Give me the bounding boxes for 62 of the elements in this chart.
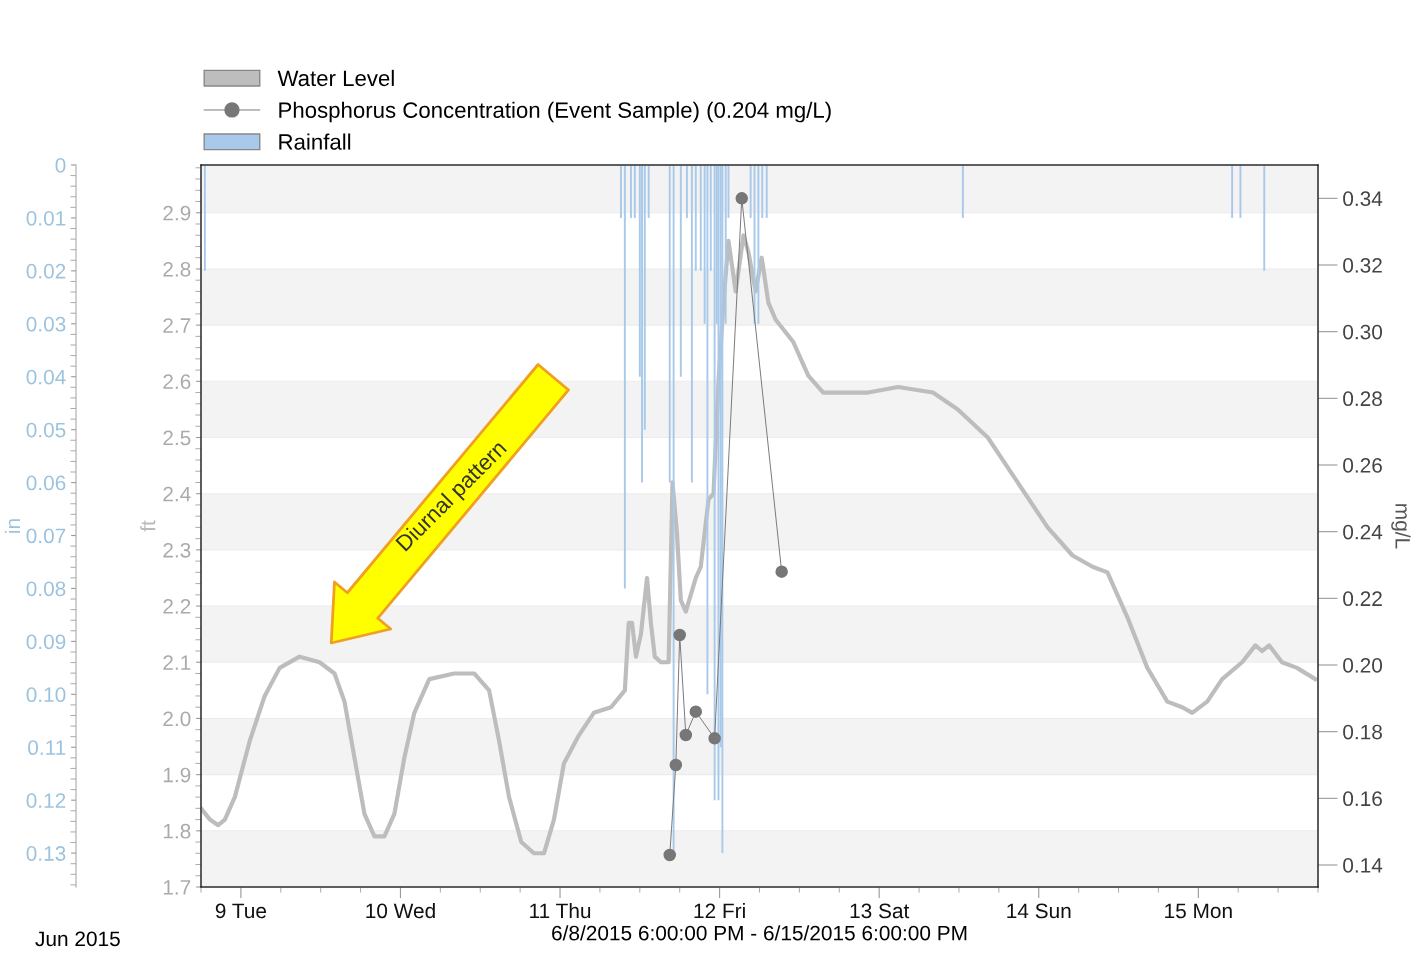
legend-label: Rainfall (279, 133, 351, 150)
y2-tick-label: 0.32 (1343, 258, 1382, 273)
y-tick-label: 2.6 (163, 374, 191, 390)
x-axis-title: 6/8/2015 6:00:00 PM - 6/15/2015 6:00:00 PM (552, 925, 967, 941)
point (775, 565, 788, 578)
point (669, 758, 683, 772)
y-tick-label: 1.7 (163, 880, 191, 895)
point (689, 705, 703, 718)
y-tick-label: 2.2 (163, 599, 191, 614)
y-tick-label: 2.0 (163, 711, 191, 727)
y3-tick-label: 0.08 (26, 581, 66, 597)
y3-tick-label: 0.12 (26, 793, 66, 808)
y3-tick-label: 0.05 (26, 422, 66, 438)
x-tick-label: 11 Thu (530, 902, 591, 919)
y3-tick-label: 0.01 (26, 210, 66, 226)
text: Jun 2015 (35, 931, 120, 947)
y2-tick-label: 0.20 (1343, 658, 1383, 673)
y2-tick-label: 0.16 (1343, 791, 1382, 807)
y-tick-label: 2.1 (163, 655, 191, 670)
y-tick-label: 2.7 (163, 318, 191, 333)
x-tick-label: 12 Fri (694, 902, 745, 919)
point (708, 732, 721, 745)
y3-tick-label: 0.02 (26, 263, 66, 279)
y-tick-label: 2.5 (163, 430, 191, 446)
y2-axis-title: mg/L (1391, 504, 1411, 549)
x-tick-label: 14 Sun (1007, 903, 1071, 919)
y2-tick-label: 0.18 (1343, 724, 1382, 740)
point (735, 192, 749, 205)
y2-tick-label: 0.26 (1343, 458, 1382, 473)
y2-tick-label: 0.22 (1343, 591, 1382, 607)
y3-axis-title: in (4, 519, 21, 533)
point (663, 848, 676, 862)
y3-tick-label: 0.13 (26, 846, 66, 861)
y3-tick-label: 0.09 (26, 634, 66, 650)
y3-tick-label: 0.04 (26, 369, 66, 385)
y2-tick-label: 0.34 (1343, 191, 1383, 207)
point (673, 628, 686, 642)
y3-tick-label: 0.10 (26, 687, 66, 703)
x-tick-label: 15 Mon (1165, 903, 1232, 919)
y-tick-label: 2.4 (163, 486, 191, 502)
y3-tick-label: 0 (55, 158, 66, 173)
y-tick-label: 1.8 (163, 823, 191, 839)
x-tick-label: 10 Wed (366, 902, 435, 919)
x-tick-label: 9 Tue (215, 903, 267, 919)
y-tick-label: 2.9 (163, 205, 191, 221)
legend-label: Water Level (277, 69, 394, 87)
y3-tick-label: 0.07 (26, 528, 66, 544)
y-tick-label: 2.8 (163, 261, 191, 277)
y3-tick-label: 0.03 (26, 316, 66, 332)
y2-tick-label: 0.24 (1343, 524, 1383, 540)
y2-tick-label: 0.28 (1343, 391, 1382, 407)
y-axis-title: ft (140, 520, 156, 532)
y2-tick-label: 0.14 (1343, 858, 1383, 873)
line-series (201, 233, 1318, 856)
y-tick-label: 1.9 (163, 767, 191, 783)
y-tick-label: 2.3 (163, 542, 191, 558)
y3-tick-label: 0.06 (26, 475, 66, 491)
legend-label: Phosphorus Concentration (Event Sample) (0.204 mg/L) (279, 101, 831, 123)
y2-tick-label: 0.30 (1343, 324, 1383, 340)
point (679, 728, 693, 742)
x-tick-label: 13 Sat (850, 903, 910, 919)
y3-tick-label: 0.11 (28, 740, 66, 756)
